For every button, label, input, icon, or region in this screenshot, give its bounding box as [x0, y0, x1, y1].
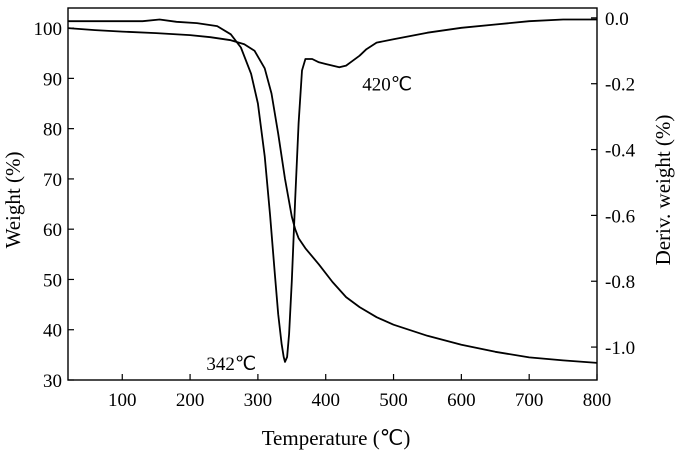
plot-frame: [67, 7, 598, 381]
deriv-weight-line: [68, 18, 597, 363]
y-tick-label: 100: [34, 19, 63, 40]
y2-axis-ticks: 0.0 -0.2 -0.4 -0.6 -0.8 -1.0: [591, 9, 636, 359]
y-tick-label: 90: [43, 69, 62, 90]
y-tick-label: 60: [43, 220, 62, 241]
weight-line: [67, 27, 598, 364]
y-tick-label: 70: [43, 170, 62, 191]
y-axis-ticks: 30 40 50 60 70 80 90 100: [34, 19, 74, 392]
x-axis-title: Temperature (℃): [262, 426, 411, 450]
y2-tick-label: -0.2: [605, 75, 635, 96]
x-tick-label: 700: [515, 390, 544, 411]
y2-tick-label: -0.4: [605, 141, 636, 162]
x-axis-ticks: 100 200 300 400 500 600 700 800: [108, 374, 611, 411]
peak-annotation: 342℃: [206, 354, 256, 375]
x-tick-label: 600: [447, 390, 476, 411]
series-lines: [67, 18, 598, 364]
y2-tick-label: -0.6: [605, 206, 635, 227]
x-tick-label: 800: [583, 390, 612, 411]
x-tick-label: 200: [176, 390, 205, 411]
x-tick-label: 400: [311, 390, 340, 411]
y2-tick-label: -1.0: [605, 338, 635, 359]
y-tick-label: 30: [43, 371, 62, 392]
x-tick-label: 500: [379, 390, 408, 411]
y-tick-label: 80: [43, 120, 62, 141]
x-tick-label: 100: [108, 390, 137, 411]
peak-annotation: 420℃: [362, 74, 412, 95]
y-tick-label: 40: [43, 321, 62, 342]
y2-axis-title: Deriv. weight (%): [651, 115, 675, 266]
y2-tick-label: -0.8: [605, 272, 635, 293]
y2-tick-label: 0.0: [605, 9, 629, 30]
y-tick-label: 50: [43, 270, 62, 291]
x-tick-label: 300: [244, 390, 273, 411]
annotations: 420℃ 342℃: [206, 74, 412, 375]
y-axis-title: Weight (%): [1, 152, 25, 249]
